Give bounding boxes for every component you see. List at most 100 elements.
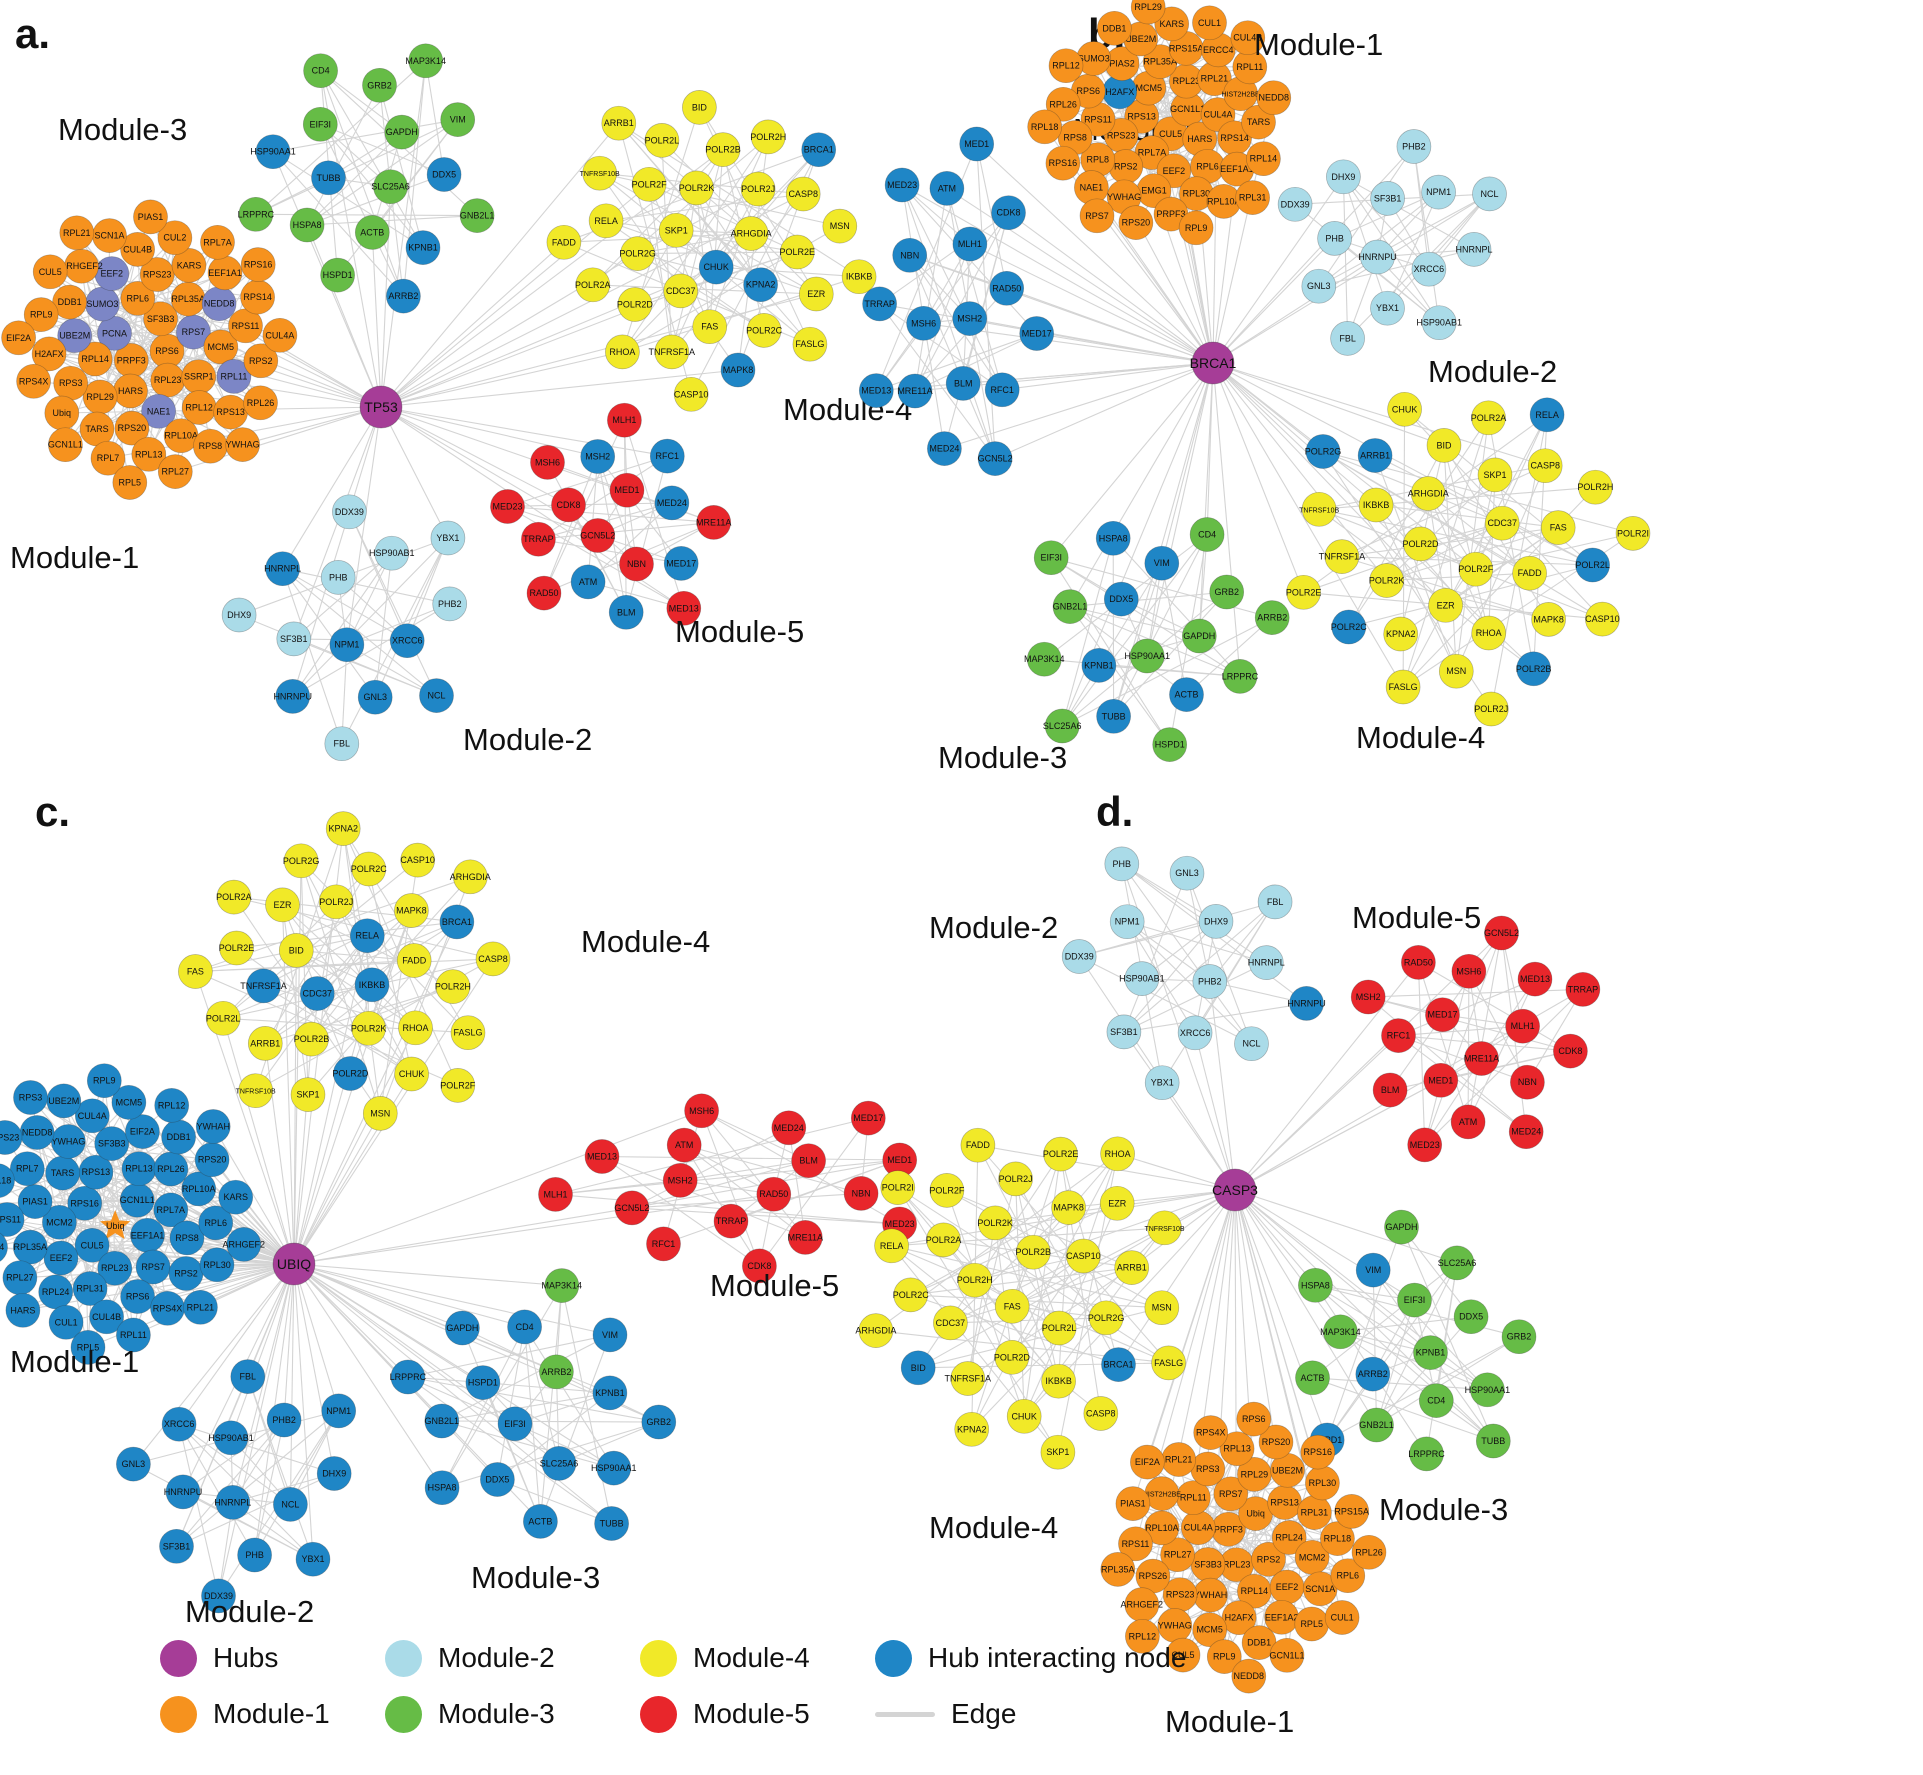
network-node[interactable]: FADD (546, 224, 582, 260)
network-node[interactable]: RPL10A (181, 1171, 217, 1207)
network-node[interactable]: HSPA8 (289, 207, 325, 243)
network-node[interactable]: TUBB (1096, 698, 1131, 734)
network-node[interactable]: SF3B1 (1370, 181, 1405, 216)
network-node[interactable]: RPS7 (135, 1249, 171, 1285)
network-node[interactable]: EIF3I (1033, 540, 1069, 576)
network-node[interactable]: CD4 (303, 53, 338, 89)
network-node[interactable]: FASLG (1385, 669, 1421, 705)
network-node[interactable]: RPL9 (86, 1063, 122, 1099)
network-node[interactable]: RPS11 (1118, 1526, 1153, 1562)
network-node[interactable]: KPNA2 (1383, 616, 1419, 652)
network-node[interactable]: PHB (1104, 846, 1140, 882)
network-node[interactable]: ATM (666, 1127, 702, 1163)
network-node[interactable]: GNL3 (1301, 268, 1337, 304)
network-node[interactable]: MED23 (1407, 1127, 1443, 1163)
network-node[interactable]: RPS16 (67, 1185, 103, 1221)
network-node[interactable]: RPL7A (200, 224, 235, 260)
network-node[interactable]: GNB2L1 (1052, 589, 1088, 624)
network-node[interactable]: EIF3I (497, 1406, 533, 1442)
network-node[interactable]: RPS8 (193, 428, 228, 464)
network-node[interactable]: MLH1 (607, 402, 642, 438)
network-node[interactable]: MED13 (1517, 961, 1553, 997)
network-node[interactable]: RPL26 (243, 385, 278, 421)
network-node[interactable]: RPL7 (9, 1151, 45, 1187)
network-node[interactable]: RELA (874, 1228, 909, 1264)
network-node[interactable]: EIF3I (302, 106, 338, 142)
network-node[interactable]: H2AFX (1221, 1600, 1257, 1636)
network-node[interactable]: XRCC6 (1411, 251, 1447, 287)
network-node[interactable]: GNB2L1 (424, 1403, 460, 1439)
network-node[interactable]: MED13 (584, 1139, 620, 1174)
network-node[interactable]: DHX9 (1198, 904, 1234, 939)
network-node[interactable]: RPL9 (23, 297, 59, 332)
network-node[interactable]: RPS4X (150, 1290, 185, 1326)
network-node[interactable]: DDB1 (161, 1119, 196, 1155)
network-node[interactable]: RPS3 (13, 1080, 48, 1115)
network-node[interactable]: ARHGDIA (731, 216, 772, 251)
network-node[interactable]: RPL21 (183, 1289, 218, 1325)
network-node[interactable]: LRPPRC (238, 196, 275, 232)
network-node[interactable]: YBX1 (1370, 290, 1405, 326)
network-node[interactable]: EZR (1428, 587, 1463, 623)
network-node[interactable]: SF3B3 (94, 1126, 130, 1161)
network-node[interactable]: MRE11A (1464, 1041, 1499, 1076)
network-node[interactable]: HNRNPU (1358, 239, 1397, 275)
network-node[interactable]: RPS7 (1213, 1476, 1249, 1512)
network-node[interactable]: FBL (1257, 884, 1293, 920)
network-node[interactable]: RPS2 (243, 343, 279, 379)
network-node[interactable]: FASLG (450, 1015, 486, 1051)
network-node[interactable]: MSN (1144, 1290, 1180, 1326)
network-node[interactable]: CUL4A (1180, 1510, 1216, 1546)
network-node[interactable]: RPL9 (1178, 210, 1214, 246)
network-node[interactable]: YBX1 (1144, 1065, 1180, 1101)
network-node[interactable]: DDX39 (201, 1578, 236, 1614)
network-node[interactable]: GNL3 (116, 1446, 151, 1482)
network-node[interactable]: CDC37 (1484, 505, 1520, 541)
network-node[interactable]: IKBKB (1041, 1363, 1076, 1399)
network-node[interactable]: MED24 (1508, 1114, 1544, 1150)
network-node[interactable]: SKP1 (658, 212, 694, 248)
network-node[interactable]: GRB2 (1209, 574, 1245, 610)
network-node[interactable]: RHOA (398, 1010, 433, 1046)
network-node[interactable]: MSH6 (530, 445, 565, 480)
network-node[interactable]: FAS (1540, 510, 1576, 545)
network-node[interactable]: NPM1 (329, 627, 365, 663)
network-node[interactable]: SKP1 (290, 1077, 326, 1112)
network-node[interactable]: CHUK (1006, 1398, 1042, 1434)
network-node[interactable]: RPL14 (1246, 141, 1281, 177)
network-node[interactable]: BRCA1 (801, 132, 837, 168)
network-node[interactable]: Ubiq (44, 395, 80, 431)
network-node[interactable]: ARHGDIA (450, 859, 491, 895)
network-node[interactable]: H2AFX (31, 336, 67, 372)
network-node[interactable]: ARHGDIA (855, 1313, 896, 1348)
network-node[interactable]: POLR2A (216, 879, 252, 915)
network-node[interactable]: CUL5 (74, 1227, 110, 1263)
network-node[interactable]: YWHAH (195, 1109, 231, 1144)
network-node[interactable]: POLR2C (1331, 609, 1368, 645)
network-node[interactable]: NCL (1234, 1026, 1269, 1062)
network-node[interactable]: TARS (45, 1155, 80, 1191)
network-node[interactable]: RPL12 (1048, 48, 1084, 84)
network-node[interactable]: RPS23 (0, 1120, 23, 1155)
network-node[interactable]: ARRB1 (1114, 1250, 1150, 1285)
network-node[interactable]: ARRB2 (386, 278, 421, 314)
network-node[interactable]: POLR2L (1041, 1310, 1077, 1346)
network-node[interactable]: FAS (692, 309, 728, 345)
network-node[interactable]: RPL10A (163, 418, 199, 454)
network-node[interactable]: GCN5L2 (580, 518, 615, 553)
network-node[interactable]: GAPDH (384, 114, 420, 150)
network-node[interactable]: XRCC6 (1177, 1015, 1213, 1051)
network-node[interactable]: SF3B3 (143, 301, 178, 337)
network-node[interactable]: GCN1L1 (120, 1182, 155, 1218)
network-node[interactable]: MED24 (771, 1110, 807, 1146)
network-node[interactable]: RPS16 (1300, 1434, 1336, 1470)
network-node[interactable]: POLR2C (893, 1277, 930, 1313)
network-node[interactable]: POLR2G (619, 236, 656, 271)
network-node[interactable]: RPS6 (120, 1279, 155, 1314)
network-node[interactable]: YWHAG (225, 427, 260, 462)
network-node[interactable]: ACTB (523, 1504, 558, 1539)
network-node[interactable]: RPL11 (216, 359, 252, 394)
hub-node[interactable]: TP53 (359, 385, 403, 429)
network-node[interactable]: POLR2A (1471, 400, 1507, 436)
network-node[interactable]: CUL4B (89, 1299, 124, 1335)
